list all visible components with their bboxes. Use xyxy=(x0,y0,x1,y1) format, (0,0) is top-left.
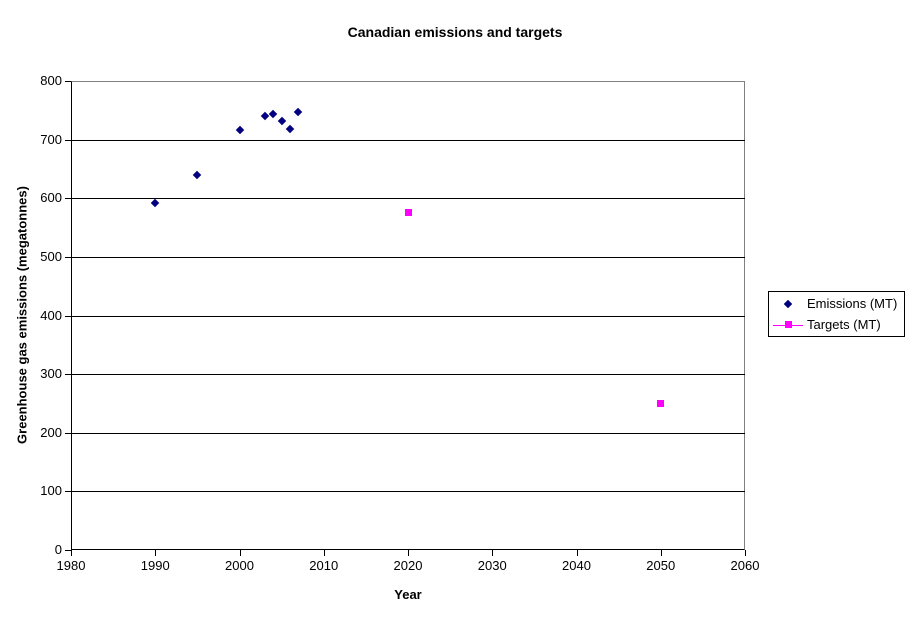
chart-title: Canadian emissions and targets xyxy=(347,24,563,40)
targets-square-icon xyxy=(784,321,792,328)
legend-item-emissions: Emissions (MT) xyxy=(769,293,904,314)
legend: Emissions (MT) Targets (MT) xyxy=(768,291,905,337)
legend-item-targets: Targets (MT) xyxy=(769,314,904,335)
legend-marker-cell xyxy=(769,293,807,314)
x-axis-tick xyxy=(492,550,494,556)
y-axis-tick-label: 200 xyxy=(40,424,62,440)
y-axis-tick-label: 0 xyxy=(54,542,62,557)
x-axis-tick xyxy=(745,550,746,556)
y-axis-tick xyxy=(65,374,71,376)
x-axis-tick-label: 1990 xyxy=(140,558,170,573)
legend-marker-cell xyxy=(769,314,807,335)
y-gridline xyxy=(71,374,745,376)
x-axis-tick-label: 1980 xyxy=(56,558,86,573)
legend-label-emissions: Emissions (MT) xyxy=(807,296,898,311)
y-axis-tick-label: 600 xyxy=(40,190,62,206)
x-axis-tick xyxy=(239,550,241,556)
y-gridline xyxy=(71,198,745,200)
y-gridline xyxy=(71,139,745,141)
x-axis-tick xyxy=(408,550,409,556)
data-point-targets xyxy=(657,399,665,407)
x-axis-tick-label: 2000 xyxy=(225,558,254,573)
emissions-diamond-icon xyxy=(783,299,793,308)
y-axis-tick-label: 800 xyxy=(40,73,62,88)
y-axis-tick xyxy=(65,550,71,551)
y-axis-tick xyxy=(65,432,71,434)
y-gridline xyxy=(71,491,745,493)
x-axis-tick-label: 2030 xyxy=(477,558,507,573)
y-axis-tick xyxy=(65,256,71,258)
data-point-targets xyxy=(404,209,412,217)
y-axis-tick-label: 400 xyxy=(40,307,62,323)
y-axis-tick-label: 100 xyxy=(40,483,62,499)
y-axis-tick-label: 700 xyxy=(40,131,62,147)
x-axis-tick xyxy=(155,550,157,556)
y-axis-tick xyxy=(65,81,71,82)
y-axis-tick xyxy=(65,491,71,493)
x-axis-tick xyxy=(576,550,578,556)
x-axis-tick-label: 2060 xyxy=(730,558,760,573)
y-gridline xyxy=(71,315,745,317)
x-axis-tick xyxy=(323,550,325,556)
x-axis-title: Year xyxy=(394,587,422,602)
x-axis-tick-label: 2050 xyxy=(646,558,676,573)
x-axis-tick xyxy=(71,550,72,556)
y-axis-tick-label: 500 xyxy=(40,248,62,264)
y-axis-tick xyxy=(65,315,71,317)
legend-label-targets: Targets (MT) xyxy=(807,317,881,332)
x-axis-tick-label: 2040 xyxy=(562,558,591,573)
y-axis-tick xyxy=(65,139,71,141)
x-axis-tick-label: 2010 xyxy=(309,558,339,573)
x-axis-tick xyxy=(660,550,662,556)
y-axis-tick-label: 300 xyxy=(40,366,62,382)
y-gridline xyxy=(71,256,745,258)
y-axis-tick xyxy=(65,198,71,200)
x-axis-tick-label: 2020 xyxy=(393,558,423,573)
y-gridline xyxy=(71,432,745,434)
